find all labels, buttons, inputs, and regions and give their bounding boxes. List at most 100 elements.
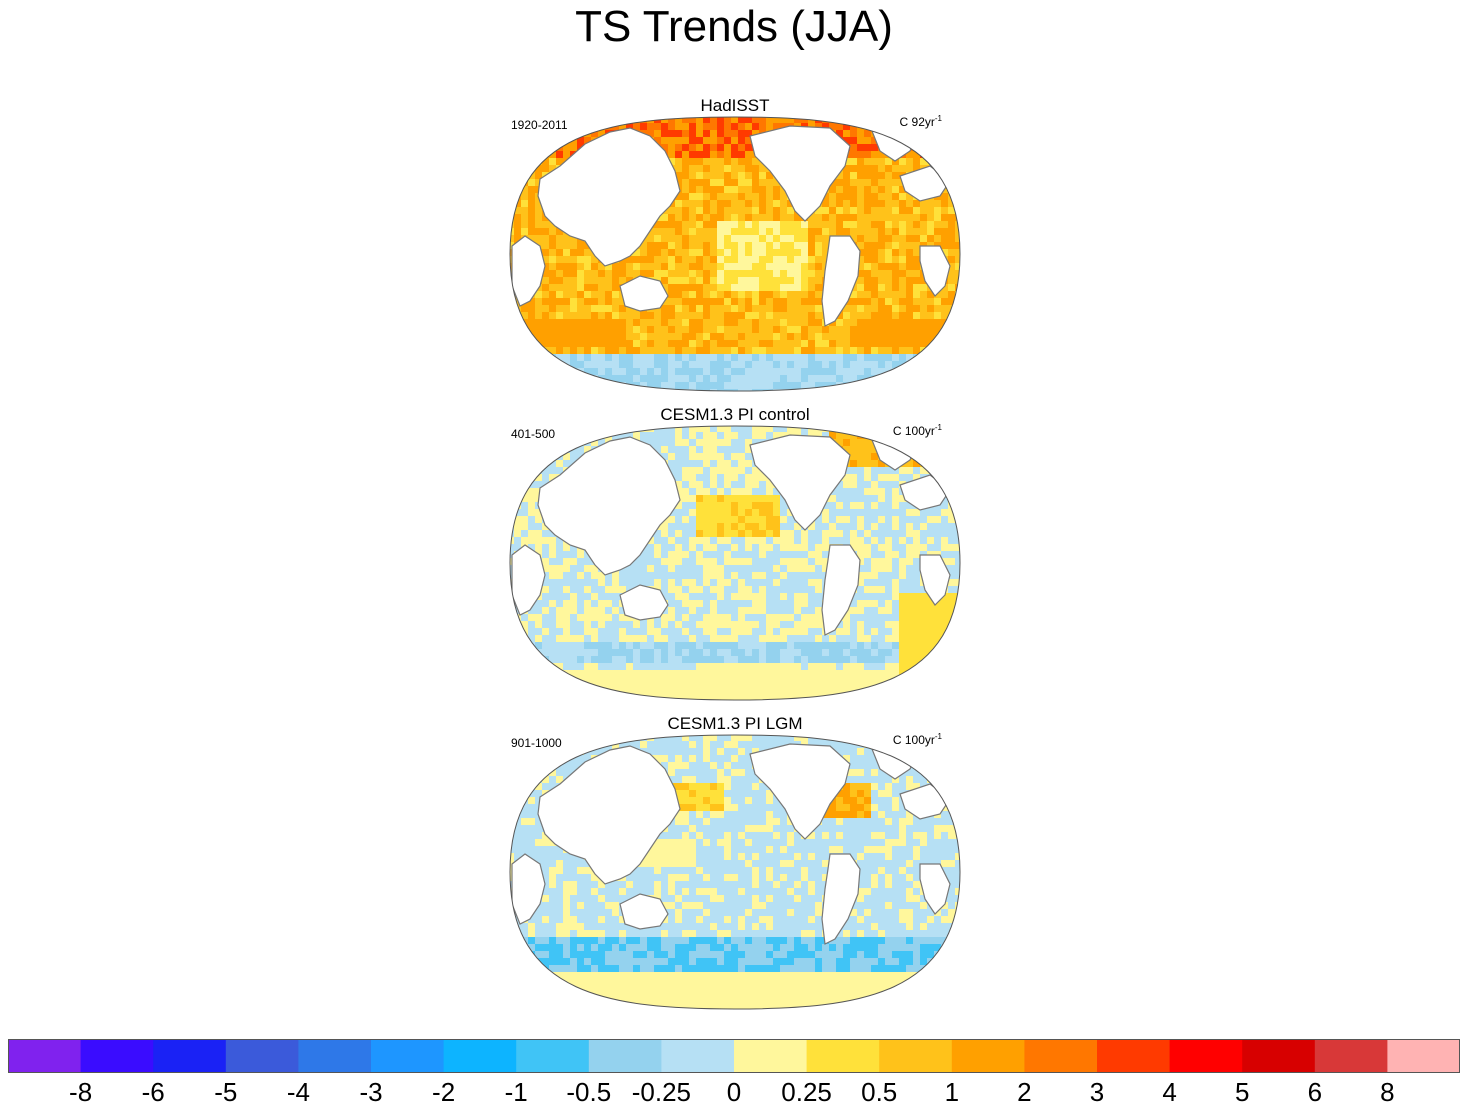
map-cell xyxy=(619,432,627,440)
map-cell xyxy=(717,158,725,166)
map-cell xyxy=(661,340,669,348)
map-cell xyxy=(563,116,571,124)
map-cell xyxy=(927,600,935,608)
map-cell xyxy=(815,263,823,271)
map-cell xyxy=(521,186,529,194)
map-cell xyxy=(857,284,865,292)
map-cell xyxy=(871,151,879,159)
map-cell xyxy=(514,186,522,194)
map-cell xyxy=(745,453,753,461)
panel-period: 401-500 xyxy=(511,427,556,441)
map-cell xyxy=(717,319,725,327)
map-cell xyxy=(850,193,858,201)
map-cell xyxy=(696,621,704,629)
map-cell xyxy=(542,165,550,173)
map-cell xyxy=(878,586,886,594)
map-cell xyxy=(885,200,893,208)
map-cell xyxy=(878,572,886,580)
map-cell xyxy=(703,165,711,173)
map-cell xyxy=(885,186,893,194)
map-cell xyxy=(815,558,823,566)
map-cell xyxy=(927,214,935,222)
map-cell xyxy=(899,628,907,636)
map-cell xyxy=(773,270,781,278)
map-cell xyxy=(892,158,900,166)
map-cell xyxy=(941,116,949,124)
map-cell xyxy=(780,600,788,608)
map-cell xyxy=(654,263,662,271)
map-cell xyxy=(689,614,697,622)
map-cell xyxy=(682,277,690,285)
map-cell xyxy=(570,565,578,573)
map-cell xyxy=(962,593,970,601)
map-cell xyxy=(962,221,970,229)
map-cell xyxy=(794,607,802,615)
map-cell xyxy=(668,214,676,222)
map-cell xyxy=(528,235,536,243)
map-cell xyxy=(871,621,879,629)
map-cell xyxy=(780,361,788,369)
map-cell xyxy=(570,116,578,124)
map-cell xyxy=(836,319,844,327)
map-cell xyxy=(745,242,753,250)
map-cell xyxy=(682,263,690,271)
map-cell xyxy=(808,354,816,362)
map-cell xyxy=(717,179,725,187)
map-cell xyxy=(843,340,851,348)
map-cell xyxy=(542,214,550,222)
map-cell xyxy=(612,277,620,285)
map-cell xyxy=(675,523,683,531)
map-cell xyxy=(850,144,858,152)
map-cell xyxy=(535,446,543,454)
map-cell xyxy=(689,347,697,355)
map-cell xyxy=(801,333,809,341)
map-cell xyxy=(955,439,960,447)
map-cell xyxy=(675,572,683,580)
map-cell xyxy=(794,214,802,222)
map-cell xyxy=(892,523,900,531)
map-cell xyxy=(521,432,529,440)
map-cell xyxy=(710,446,718,454)
map-cell xyxy=(654,242,662,250)
map-cell xyxy=(689,214,697,222)
map-cell xyxy=(871,179,879,187)
map-cell xyxy=(563,319,571,327)
map-cell xyxy=(626,382,634,390)
map-cell xyxy=(626,354,634,362)
map-cell xyxy=(955,467,960,475)
map-cell xyxy=(570,284,578,292)
map-cell xyxy=(899,439,907,447)
map-cell xyxy=(710,523,718,531)
map-cell xyxy=(724,333,732,341)
map-cell xyxy=(801,235,809,243)
map-cell xyxy=(815,432,823,440)
map-cell xyxy=(773,572,781,580)
map-cell xyxy=(773,123,781,131)
map-cell xyxy=(738,347,746,355)
map-cell xyxy=(612,628,620,636)
map-cell xyxy=(682,291,690,299)
map-cell xyxy=(962,460,970,468)
map-cell xyxy=(962,453,970,461)
map-cell xyxy=(689,305,697,313)
map-cell xyxy=(794,270,802,278)
map-cell xyxy=(647,621,655,629)
map-cell xyxy=(941,340,949,348)
map-cell xyxy=(563,256,571,264)
map-cell xyxy=(598,116,606,124)
map-cell xyxy=(521,130,529,138)
map-cell xyxy=(836,221,844,229)
map-cell xyxy=(745,572,753,580)
map-cell xyxy=(724,607,732,615)
map-cell xyxy=(703,572,711,580)
map-cell xyxy=(969,565,970,573)
map-cell xyxy=(878,642,886,650)
map-cell xyxy=(668,389,676,391)
map-cell xyxy=(626,361,634,369)
map-cell xyxy=(864,291,872,299)
map-cell xyxy=(962,165,970,173)
map-cell xyxy=(794,593,802,601)
map-cell xyxy=(850,544,858,552)
map-cell xyxy=(584,347,592,355)
map-cell xyxy=(878,600,886,608)
